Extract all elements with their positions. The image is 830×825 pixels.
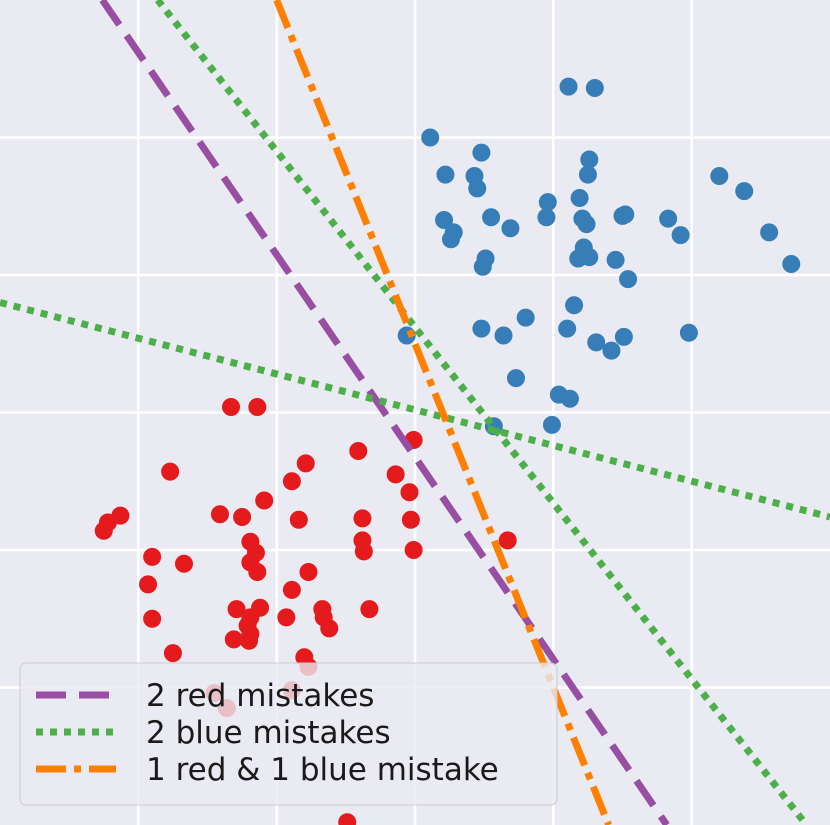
legend-label-mixed-mistakes: 1 red & 1 blue mistake (146, 752, 499, 788)
boundary-line-dotted (154, 0, 810, 825)
blue-point (587, 333, 606, 352)
red-point (143, 547, 162, 566)
red-point (289, 510, 308, 529)
blue-point (619, 270, 638, 289)
blue-point (580, 150, 599, 169)
blue-point (441, 230, 460, 249)
red-point (401, 510, 420, 529)
blue-point (472, 143, 491, 162)
legend-box (19, 662, 558, 806)
boundary-line-dashdot (273, 0, 612, 825)
blue-point (602, 341, 621, 360)
red-point (353, 509, 372, 528)
red-point (354, 542, 373, 561)
blue-point (578, 165, 597, 184)
red-point (233, 508, 252, 526)
red-point (282, 580, 301, 599)
blue-point (538, 193, 557, 212)
blue-points (397, 77, 801, 436)
red-point (277, 608, 296, 627)
red-point (360, 600, 379, 619)
blue-point (710, 167, 729, 185)
red-point (498, 531, 517, 550)
red-point (255, 491, 274, 510)
red-point (386, 465, 405, 484)
blue-point (585, 79, 604, 97)
red-point (161, 462, 180, 481)
blue-point (782, 255, 801, 273)
blue-point (506, 369, 525, 388)
blue-point (482, 208, 501, 227)
blue-point (614, 327, 633, 346)
red-point (143, 609, 162, 628)
blue-point (494, 326, 513, 345)
blue-point (659, 209, 678, 228)
blue-point (473, 257, 492, 276)
blue-point (516, 308, 535, 327)
red-point (299, 563, 318, 581)
red-point (349, 442, 368, 460)
red-point (227, 600, 246, 619)
blue-point (421, 128, 440, 147)
red-point (248, 563, 267, 581)
blue-point (468, 179, 487, 198)
blue-point (760, 223, 779, 242)
blue-point (501, 219, 520, 238)
blue-point (735, 182, 754, 201)
red-point (282, 472, 301, 491)
red-point (400, 483, 419, 502)
blue-point (565, 296, 584, 315)
blue-point (559, 77, 578, 96)
red-point (404, 541, 423, 559)
legend-label-blue-mistakes: 2 blue mistakes (146, 715, 391, 751)
red-point (174, 554, 193, 573)
blue-point (472, 319, 491, 338)
blue-point (435, 211, 454, 229)
red-point (210, 505, 229, 524)
blue-point (542, 415, 561, 434)
blue-point (570, 189, 589, 207)
blue-point (616, 205, 635, 224)
red-point (222, 398, 241, 416)
red-point (248, 398, 267, 416)
boundary-line-dashed (99, 0, 670, 825)
red-point (139, 575, 158, 594)
legend: 2 red mistakes 2 blue mistakes 1 red & 1… (19, 662, 558, 806)
blue-point (679, 323, 698, 342)
red-point (338, 813, 357, 825)
red-point (296, 454, 315, 473)
blue-point (558, 319, 577, 338)
blue-point (436, 165, 455, 184)
legend-label-red-mistakes: 2 red mistakes (146, 678, 374, 714)
red-point (94, 521, 113, 540)
blue-point (671, 226, 690, 245)
red-point (320, 619, 339, 638)
blue-point (537, 208, 556, 227)
boundary-line-dotted (0, 299, 830, 521)
blue-point (606, 250, 625, 269)
red-point (163, 644, 182, 663)
red-point (240, 631, 258, 650)
blue-point (577, 215, 596, 234)
blue-point (560, 389, 579, 408)
red-point (224, 630, 243, 649)
blue-point (580, 248, 599, 267)
